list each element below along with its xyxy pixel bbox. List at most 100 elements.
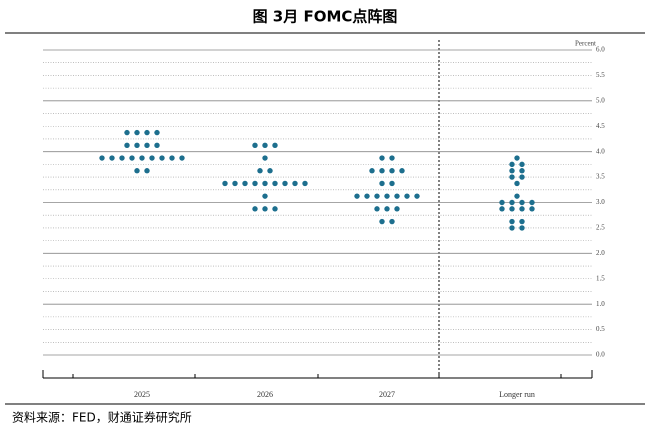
dot bbox=[384, 206, 390, 212]
dot bbox=[272, 206, 278, 212]
dot bbox=[374, 206, 380, 212]
dot bbox=[144, 168, 150, 174]
dot bbox=[252, 180, 258, 187]
dot bbox=[389, 155, 395, 161]
dot bbox=[404, 193, 410, 199]
dot bbox=[394, 206, 400, 212]
y-tick-label: 1.0 bbox=[596, 300, 605, 308]
dot bbox=[399, 168, 405, 174]
dot bbox=[509, 199, 515, 206]
y-tick-label: 4.0 bbox=[596, 147, 605, 155]
y-axis-label: Percent bbox=[575, 40, 596, 48]
y-tick-label: 3.5 bbox=[596, 173, 605, 181]
dot bbox=[509, 218, 515, 225]
dot bbox=[272, 142, 278, 149]
x-tick-label: 2026 bbox=[257, 390, 273, 399]
dot bbox=[149, 155, 155, 161]
dot bbox=[139, 155, 145, 161]
dot bbox=[519, 218, 525, 225]
y-tick-label: 6.0 bbox=[596, 46, 605, 54]
dot bbox=[159, 155, 165, 161]
dot bbox=[169, 155, 175, 161]
y-tick-label: 5.0 bbox=[596, 96, 605, 104]
dot bbox=[514, 180, 520, 187]
y-tick-label: 4.5 bbox=[596, 122, 605, 130]
dot bbox=[272, 180, 278, 187]
dot bbox=[519, 174, 525, 180]
dot bbox=[262, 180, 268, 187]
dot bbox=[384, 193, 390, 199]
dot bbox=[509, 168, 515, 174]
x-tick-label: 2025 bbox=[134, 390, 150, 399]
dot bbox=[267, 168, 273, 174]
dot bbox=[144, 129, 150, 136]
dot bbox=[222, 180, 228, 187]
dot bbox=[499, 206, 505, 212]
dot bbox=[379, 218, 385, 225]
y-tick-label: 1.5 bbox=[596, 274, 605, 282]
dot bbox=[374, 193, 380, 199]
y-tick-label: 0.0 bbox=[596, 351, 605, 359]
dot bbox=[124, 129, 130, 136]
dot bbox=[414, 193, 420, 199]
dot bbox=[292, 180, 298, 187]
dot bbox=[369, 168, 375, 174]
dot bbox=[134, 142, 140, 149]
dot bbox=[242, 180, 248, 187]
dot bbox=[232, 180, 238, 187]
dot bbox=[129, 155, 135, 161]
x-tick-label: 2027 bbox=[379, 390, 395, 399]
dot bbox=[99, 155, 105, 161]
dot bbox=[257, 168, 263, 174]
x-tick-label: Longer run bbox=[499, 390, 535, 399]
dot bbox=[509, 161, 515, 168]
dot bbox=[509, 225, 515, 231]
dot bbox=[109, 155, 115, 161]
dot bbox=[124, 142, 130, 149]
dot bbox=[514, 155, 520, 161]
dot bbox=[119, 155, 125, 161]
dot bbox=[252, 206, 258, 212]
dot bbox=[354, 193, 360, 199]
y-tick-label: 0.5 bbox=[596, 325, 605, 333]
dot bbox=[134, 168, 140, 174]
dot bbox=[262, 206, 268, 212]
dot bbox=[499, 199, 505, 206]
dot bbox=[509, 174, 515, 180]
y-tick-label: 5.5 bbox=[596, 71, 605, 79]
dot bbox=[529, 206, 535, 212]
dot bbox=[154, 129, 160, 136]
dot bbox=[262, 142, 268, 149]
chart-title: 图 3月 FOMC点阵图 bbox=[253, 8, 398, 26]
dot bbox=[252, 142, 258, 149]
dot bbox=[379, 180, 385, 187]
dot bbox=[262, 193, 268, 199]
dot bbox=[529, 199, 535, 206]
dot bbox=[262, 155, 268, 161]
dot bbox=[519, 168, 525, 174]
dot bbox=[519, 225, 525, 231]
dot bbox=[389, 218, 395, 225]
y-tick-label: 2.0 bbox=[596, 249, 605, 257]
dot bbox=[509, 206, 515, 212]
dot bbox=[302, 180, 308, 187]
source: 资料来源：FED，财通证券研究所 bbox=[12, 410, 192, 425]
dot bbox=[519, 161, 525, 168]
dot bbox=[514, 193, 520, 199]
dot bbox=[519, 206, 525, 212]
dot bbox=[364, 193, 370, 199]
dot bbox=[154, 142, 160, 149]
dot bbox=[144, 142, 150, 149]
dot bbox=[179, 155, 185, 161]
dot bbox=[282, 180, 288, 187]
dot bbox=[379, 155, 385, 161]
dot bbox=[389, 168, 395, 174]
dot bbox=[379, 168, 385, 174]
dot bbox=[519, 199, 525, 206]
dot bbox=[389, 180, 395, 187]
y-tick-label: 2.5 bbox=[596, 224, 605, 232]
dot bbox=[134, 129, 140, 136]
y-tick-label: 3.0 bbox=[596, 198, 605, 206]
dot bbox=[394, 193, 400, 199]
